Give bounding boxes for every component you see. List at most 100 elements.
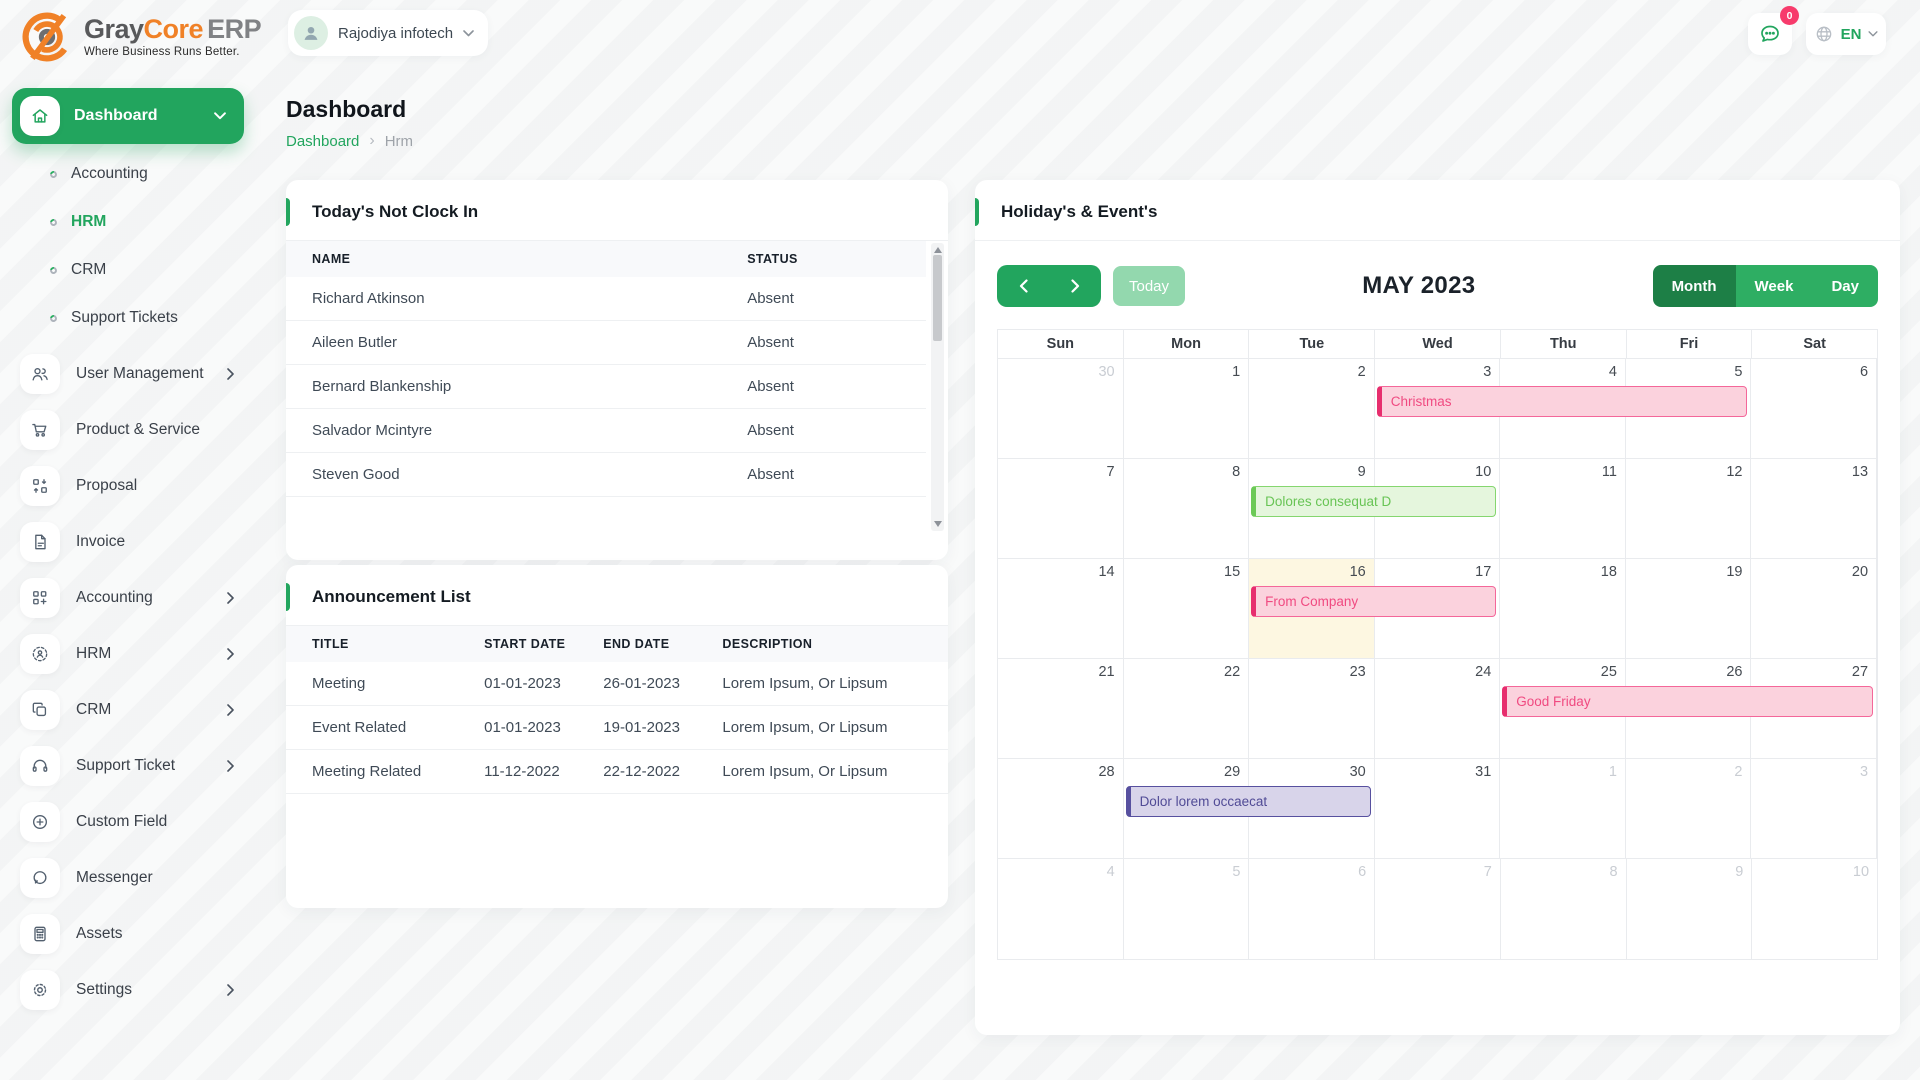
calendar-day-cell[interactable]: 5 <box>1124 859 1250 959</box>
sidebar-item-crm-dashboard[interactable]: CRM <box>12 246 244 294</box>
calendar-day-cell[interactable]: 7 <box>998 459 1124 558</box>
calendar-day-cell[interactable]: 3 <box>1751 759 1878 858</box>
chevron-right-icon <box>227 368 234 380</box>
sidebar-item-assets[interactable]: Assets <box>12 906 244 962</box>
calendar-day-cell[interactable]: 28 <box>998 759 1124 858</box>
calendar-day-cell[interactable]: 20 <box>1751 559 1878 658</box>
calendar-day-cell[interactable]: 8 <box>1124 459 1250 558</box>
sidebar-item-label: Support Ticket <box>76 757 176 774</box>
calendar-day-cell[interactable]: 5 <box>1626 359 1752 458</box>
calendar-event[interactable]: Dolores consequat D <box>1251 486 1497 517</box>
calendar-day-cell[interactable]: 4 <box>998 859 1124 959</box>
company-selector[interactable]: Rajodiya infotech <box>288 10 489 56</box>
language-selector[interactable]: EN <box>1806 13 1886 55</box>
employee-name: Aileen Butler <box>286 320 722 365</box>
day-number: 4 <box>1608 364 1617 380</box>
calendar-day-cell[interactable]: 23 <box>1249 659 1375 758</box>
calendar-day-cell[interactable]: 6 <box>1249 859 1376 959</box>
view-week-button[interactable]: Week <box>1735 265 1813 307</box>
sidebar-item-product-service[interactable]: Product & Service <box>12 402 244 458</box>
calendar-day-cell[interactable]: 12 <box>1626 459 1752 558</box>
scrollbar-up-arrow[interactable] <box>933 247 942 253</box>
sidebar-item-label: HRM <box>76 645 112 662</box>
calendar-day-cell[interactable]: 7 <box>1375 859 1501 959</box>
day-number: 8 <box>1609 864 1618 880</box>
calendar-week-row: 14 15 16 17 18 19 20 From Company <box>998 559 1878 659</box>
view-month-button[interactable]: Month <box>1652 265 1736 307</box>
notifications-button[interactable]: 0 <box>1748 6 1799 55</box>
calendar-day-cell[interactable]: 17 <box>1375 559 1501 658</box>
table-row: Bernard Blankenship Absent <box>286 364 926 409</box>
company-name: Rajodiya infotech <box>338 24 454 42</box>
prev-month-button[interactable] <box>997 265 1049 307</box>
calendar-day-cell[interactable]: 30 <box>998 359 1124 458</box>
calendar-day-cell[interactable]: 24 <box>1375 659 1501 758</box>
calendar-day-cell[interactable]: 15 <box>1124 559 1250 658</box>
announcement-description: Lorem Ipsum, Or Lipsum <box>696 662 948 706</box>
weekday-label: Wed <box>1375 330 1501 358</box>
sidebar-item-dashboard[interactable]: Dashboard <box>12 88 244 144</box>
calendar-day-cell[interactable]: 11 <box>1500 459 1626 558</box>
calendar-day-cell[interactable]: 18 <box>1500 559 1626 658</box>
calendar-day-cell[interactable]: 2 <box>1249 359 1375 458</box>
today-button[interactable]: Today <box>1113 266 1186 306</box>
calendar-day-cell[interactable]: 10 <box>1375 459 1501 558</box>
day-number: 8 <box>1232 464 1241 480</box>
sidebar-item-label: Accounting <box>71 165 148 182</box>
calendar-day-cell[interactable]: 2 <box>1626 759 1752 858</box>
calendar-day-cell[interactable]: 30 <box>1249 759 1375 858</box>
next-month-button[interactable] <box>1049 265 1101 307</box>
sidebar-item-invoice[interactable]: Invoice <box>12 514 244 570</box>
sidebar-item-label: Messenger <box>76 869 153 886</box>
calendar-day-cell[interactable]: 14 <box>998 559 1124 658</box>
calendar-day-cell[interactable]: 1 <box>1124 359 1250 458</box>
day-number: 6 <box>1859 364 1869 380</box>
calendar-day-cell[interactable]: 13 <box>1751 459 1878 558</box>
app-logo[interactable]: GrayCore ERP Where Business Runs Better. <box>20 10 262 64</box>
sidebar-item-user-management[interactable]: User Management <box>12 346 244 402</box>
view-day-button[interactable]: Day <box>1812 265 1878 307</box>
calendar-week-row: 4 5 6 7 8 9 10 <box>998 859 1877 959</box>
sidebar-item-accounting[interactable]: Accounting <box>12 570 244 626</box>
sidebar-item-proposal[interactable]: Proposal <box>12 458 244 514</box>
announcement-description: Lorem Ipsum, Or Lipsum <box>696 749 948 794</box>
scrollbar-thumb[interactable] <box>933 255 942 341</box>
calendar-event[interactable]: From Company <box>1251 586 1497 617</box>
calendar-event[interactable]: Dolor lorem occaecat <box>1125 786 1371 817</box>
calendar-day-cell[interactable]: 6 <box>1751 359 1878 458</box>
sidebar-item-hrm-dashboard[interactable]: HRM <box>12 198 244 246</box>
sidebar-item-custom-field[interactable]: Custom Field <box>12 794 244 850</box>
sidebar-item-support-tickets-dashboard[interactable]: Support Tickets <box>12 294 244 342</box>
sidebar-item-hrm[interactable]: HRM <box>12 626 244 682</box>
calendar-day-cell[interactable]: 10 <box>1752 859 1877 959</box>
globe-icon <box>1814 24 1834 44</box>
column-header-description: DESCRIPTION <box>696 626 948 662</box>
breadcrumb-dashboard-link[interactable]: Dashboard <box>286 132 360 150</box>
calendar-day-cell[interactable]: 9 <box>1627 859 1753 959</box>
calendar-day-cell[interactable]: 19 <box>1626 559 1752 658</box>
chat-icon <box>20 858 60 898</box>
calendar-day-cell[interactable]: 31 <box>1375 759 1501 858</box>
calendar-day-cell[interactable]: 21 <box>998 659 1124 758</box>
calendar-event[interactable]: Good Friday <box>1502 686 1873 717</box>
calendar-card-title: Holiday's & Event's <box>1001 202 1158 221</box>
sidebar-item-accounting-dashboard[interactable]: Accounting <box>12 150 244 198</box>
calendar-day-cell[interactable]: 27 <box>1751 659 1878 758</box>
calendar-day-cell[interactable]: 1 <box>1500 759 1626 858</box>
announcement-end: 26-01-2023 <box>577 662 697 706</box>
table-scrollbar[interactable] <box>931 243 944 531</box>
announcement-title: Meeting Related <box>286 749 459 794</box>
scrollbar-down-arrow[interactable] <box>933 521 942 527</box>
sidebar-item-messenger[interactable]: Messenger <box>12 850 244 906</box>
calendar-day-cell[interactable]: 8 <box>1501 859 1627 959</box>
day-number: 2 <box>1357 364 1366 380</box>
clockin-table-wrap: NAME STATUS Richard Atkinson Absent Aile… <box>286 241 948 531</box>
sidebar-item-settings[interactable]: Settings <box>12 962 244 1018</box>
employee-name: Steven Good <box>286 452 722 497</box>
sidebar-item-crm[interactable]: CRM <box>12 682 244 738</box>
sidebar-item-support-ticket[interactable]: Support Ticket <box>12 738 244 794</box>
chevron-right-icon <box>227 984 234 996</box>
sidebar: Dashboard Accounting HRM CRM Support Tic… <box>12 88 244 1018</box>
calendar-day-cell[interactable]: 22 <box>1124 659 1250 758</box>
calendar-event[interactable]: Christmas <box>1376 386 1748 417</box>
